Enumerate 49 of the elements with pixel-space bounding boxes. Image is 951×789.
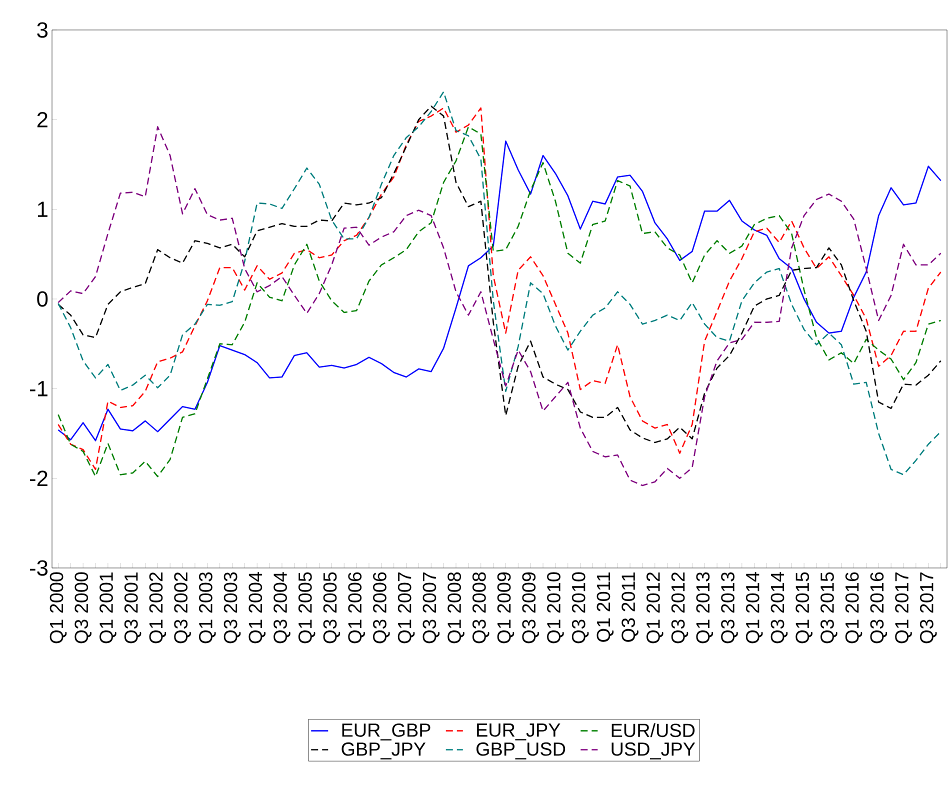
x-tick-label: Q1 2011 [596,572,614,642]
x-tick-label: Q3 2017 [920,572,937,644]
y-tick-label: -2 [30,470,48,486]
legend-label: EUR_GBP [342,723,430,740]
legend-label: USD_JPY [612,742,696,760]
x-tick-label: Q1 2008 [448,572,464,644]
x-tick-label: Q1 2013 [696,572,714,644]
x-tick-label: Q1 2002 [149,572,166,644]
x-tick-label: Q1 2004 [248,572,266,644]
x-tick-label: Q1 2015 [796,572,812,644]
x-tick-label: Q1 2006 [348,572,365,644]
x-tick-label: Q1 2003 [198,572,216,644]
x-tick-label: Q1 2016 [845,572,862,644]
x-tick-label: Q1 2005 [298,572,316,644]
x-tick-label: Q3 2012 [671,572,688,644]
x-tick-label: Q3 2009 [522,572,539,644]
y-tick-label: 2 [37,112,48,128]
x-tick-label: Q1 2007 [398,572,415,644]
x-tick-label: Q1 2000 [50,572,67,644]
x-tick-label: Q1 2012 [646,572,664,644]
x-tick-label: Q3 2003 [224,572,241,644]
y-tick-label: 0 [37,291,48,307]
legend-label: EUR_JPY [477,724,560,740]
x-tick-label: Q1 2017 [895,572,912,644]
x-tick-label: Q3 2008 [472,572,490,644]
x-tick-label: Q3 2013 [721,572,738,644]
x-tick-label: Q1 2010 [547,572,564,644]
x-tick-label: Q3 2010 [572,572,589,644]
legend-label: GBP_USD [476,742,566,760]
x-tick-label: Q3 2002 [174,572,191,644]
x-tick-label: Q1 2001 [100,572,116,644]
x-tick-label: Q3 2006 [373,572,390,644]
x-tick-label: Q3 2005 [323,572,340,644]
x-tick-label: Q3 2001 [124,572,142,644]
x-tick-label: Q3 2015 [820,572,838,644]
x-tick-label: Q3 2011 [622,572,638,642]
x-tick-label: Q3 2007 [422,572,440,644]
y-tick-label: 3 [37,22,48,38]
y-tick-label: 1 [38,202,48,217]
x-tick-label: Q1 2014 [746,572,763,644]
x-tick-label: Q3 2000 [74,572,92,644]
legend-label: EUR/USD [612,723,695,738]
y-tick-label: -1 [30,381,48,396]
x-tick-label: Q3 2004 [274,572,290,644]
x-tick-label: Q1 2009 [497,572,514,644]
x-tick-label: Q3 2014 [770,572,788,644]
legend-label: GBP_JPY [342,742,426,760]
y-tick-label: -3 [30,560,48,576]
x-tick-label: Q3 2016 [870,572,888,644]
